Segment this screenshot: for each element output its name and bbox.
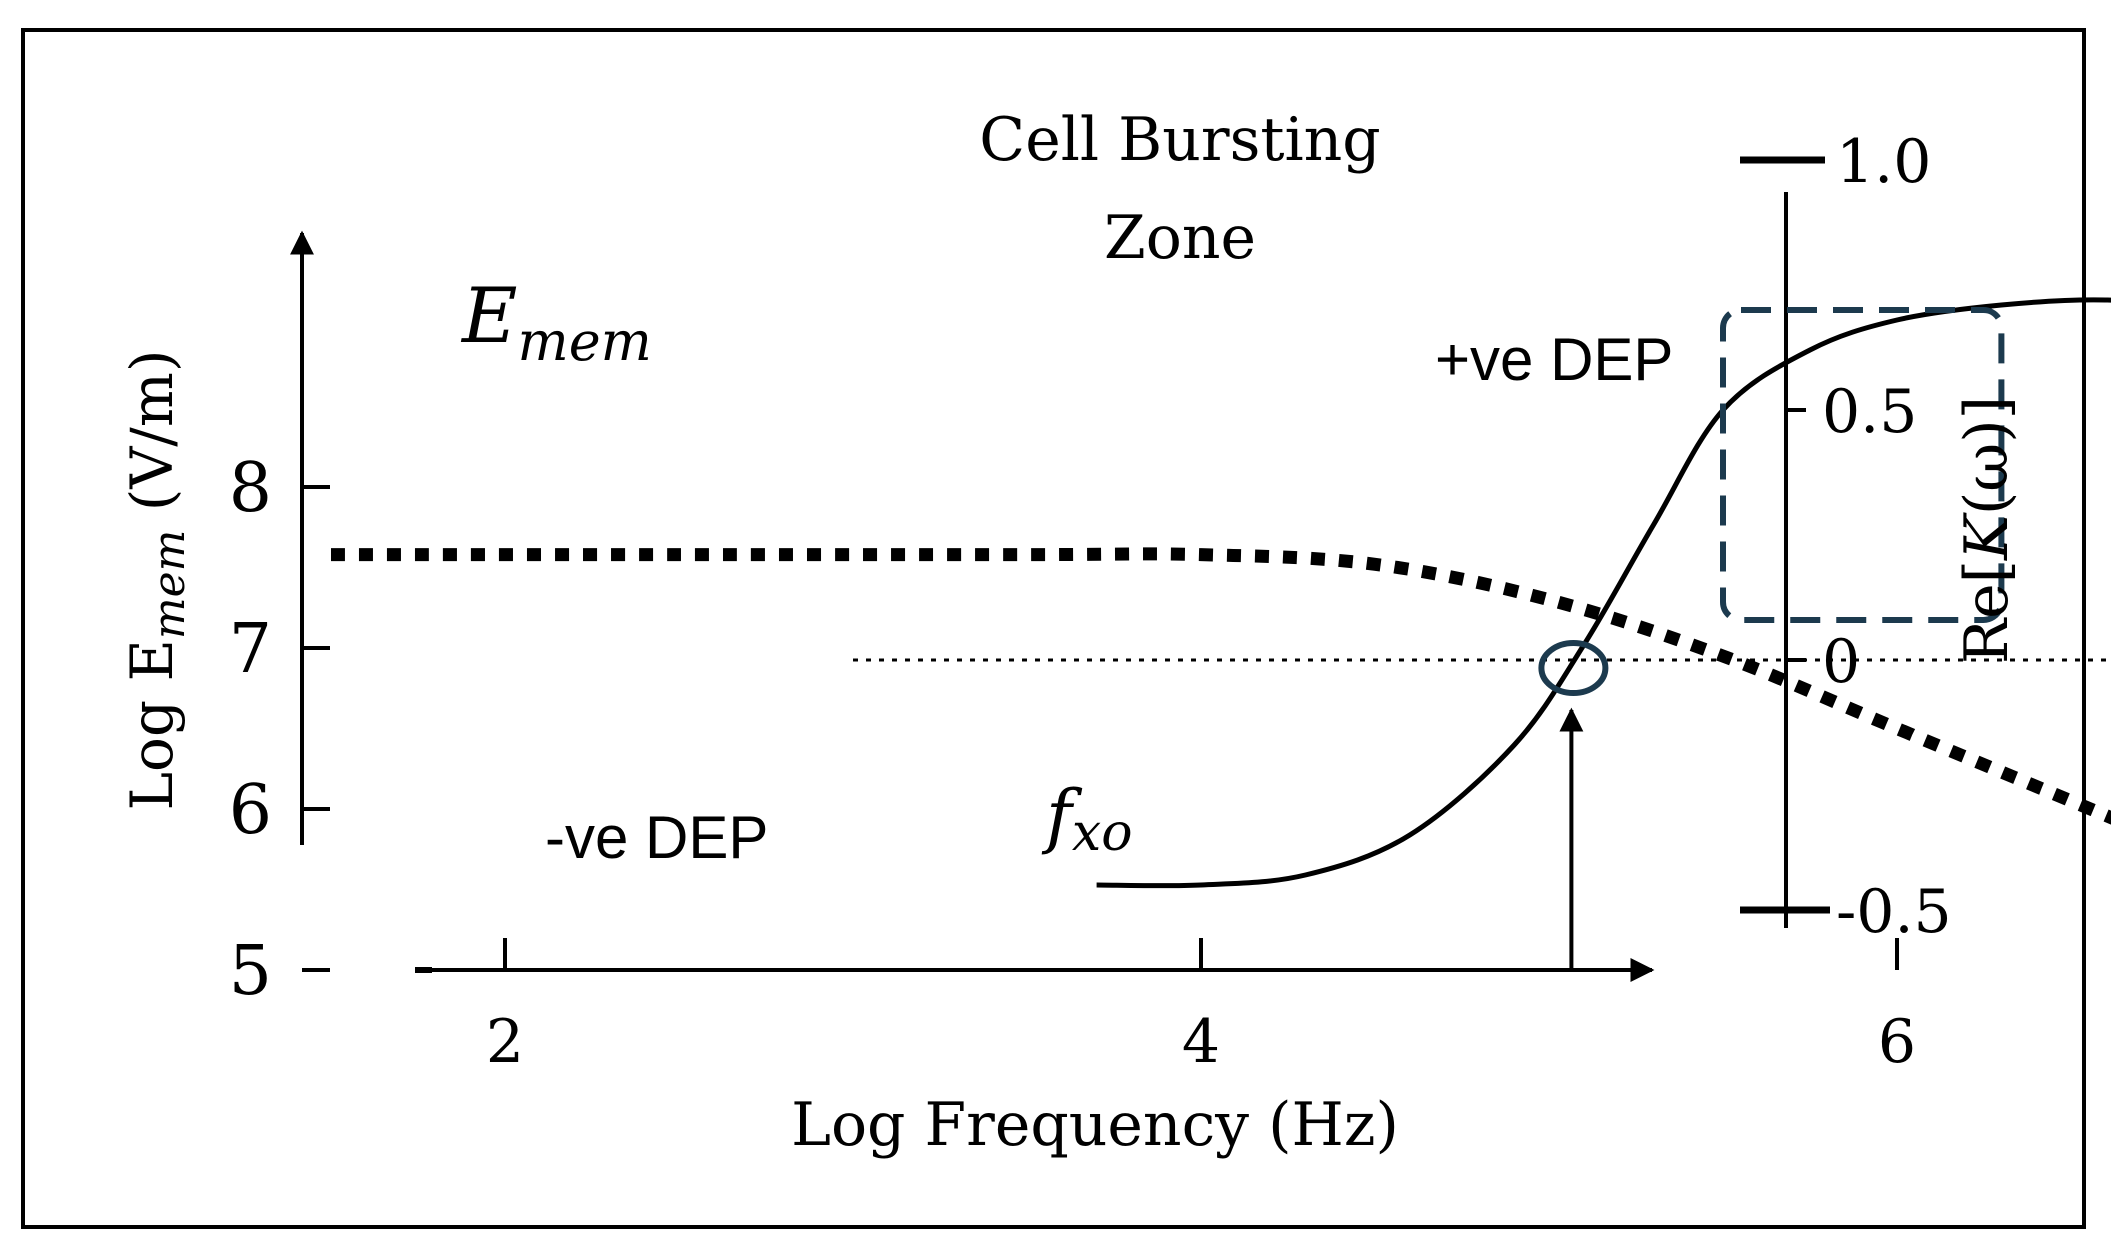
y-right-tick-label: 0 xyxy=(1822,627,1860,697)
y-right-axis-title: Re[K(ω)] xyxy=(1952,396,2022,664)
x-tick-label: 6 xyxy=(1878,1007,1916,1077)
y-right-title-suffix: (ω)] xyxy=(1952,396,2022,515)
y-right-title-prefix: Re[ xyxy=(1952,560,2022,664)
axes xyxy=(290,192,1788,982)
emem-label-main: E xyxy=(460,271,517,360)
y-left-title-suffix: (V/m) xyxy=(118,350,186,530)
x-axis-title: Log Frequency (Hz) xyxy=(791,1090,1399,1160)
series-lines xyxy=(331,297,2111,889)
y-left-title-subscript: mem xyxy=(144,530,195,639)
y-right-tick-label: -0.5 xyxy=(1836,877,1952,947)
crossover-label-subscript: xo xyxy=(1072,803,1133,863)
crossover-label: fxo xyxy=(1041,775,1133,863)
negative-dep-label: -ve DEP xyxy=(545,804,768,871)
bursting-zone-box xyxy=(1720,307,2005,623)
figure-border xyxy=(21,28,2086,1229)
y-left-tick-label: 8 xyxy=(229,449,272,528)
x-tick-label: 4 xyxy=(1182,1007,1220,1077)
bursting-zone-label-line1: Cell Bursting xyxy=(979,105,1380,175)
y-left-axis-title: Log Emem (V/m) xyxy=(118,350,195,811)
y-left-tick-label: 6 xyxy=(229,771,272,850)
y-left-tick-label: 7 xyxy=(229,610,272,689)
x-tick-label: 2 xyxy=(486,1007,524,1077)
y-right-tick-label: 1.0 xyxy=(1836,127,1931,197)
y-left-tick-label: 5 xyxy=(229,932,272,1011)
y-right-title-italic: K xyxy=(1952,512,2022,561)
crossover-circle xyxy=(1538,640,1609,696)
emem-label-subscript: mem xyxy=(517,310,651,373)
tick-marks xyxy=(302,156,1899,973)
y-right-tick-label: 0.5 xyxy=(1822,377,1917,447)
positive-dep-label: +ve DEP xyxy=(1435,326,1673,393)
y-left-title-prefix: Log E xyxy=(118,639,186,810)
annotation-shapes xyxy=(1538,307,2005,970)
dep-series-line xyxy=(1096,297,2111,889)
emem-series-label: Emem xyxy=(460,271,652,373)
bursting-zone-label-line2: Zone xyxy=(1104,203,1256,273)
